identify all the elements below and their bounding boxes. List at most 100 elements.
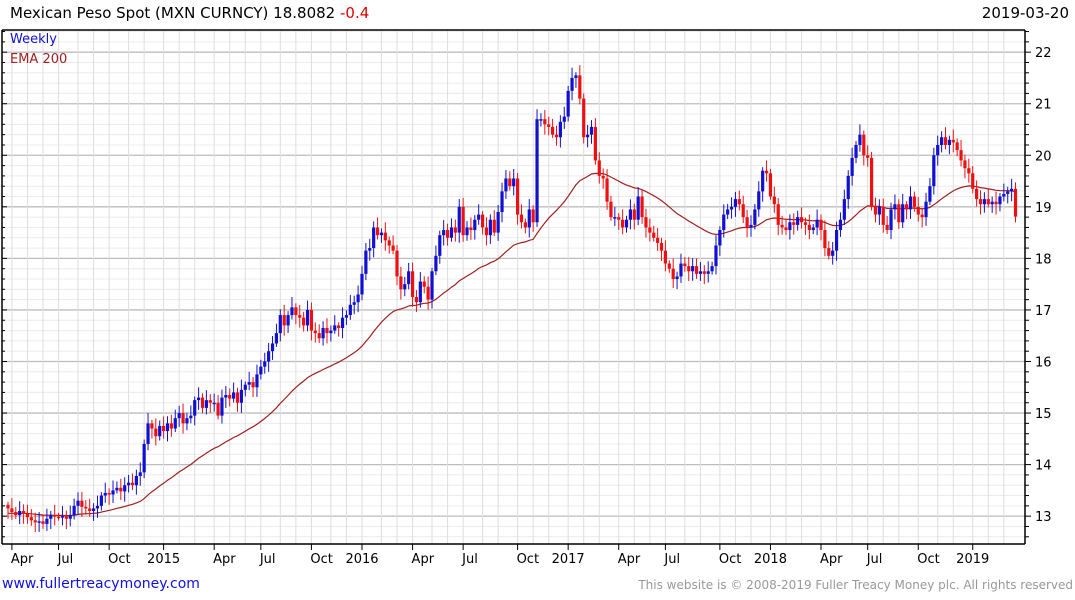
candle-body	[453, 227, 457, 233]
candle-body	[932, 155, 936, 187]
candle	[799, 207, 804, 229]
candle-body	[290, 307, 294, 316]
candle-body	[337, 325, 341, 328]
candle-body	[990, 201, 994, 205]
candle	[309, 302, 314, 341]
candle	[232, 382, 236, 403]
candle-body	[352, 302, 356, 305]
candle-body	[309, 309, 314, 331]
candle	[838, 212, 843, 237]
candle-body	[683, 263, 687, 267]
candle	[628, 199, 632, 230]
candle	[850, 147, 854, 186]
candle-body	[232, 392, 236, 399]
candle	[286, 311, 290, 333]
candle-body	[815, 219, 819, 228]
candle-body	[694, 266, 699, 274]
candle-body	[107, 492, 111, 495]
candle	[344, 310, 349, 325]
candle-body	[640, 196, 644, 218]
candle	[597, 152, 601, 184]
candle-body	[449, 227, 454, 238]
candle-body	[169, 423, 173, 429]
candle	[656, 228, 660, 251]
candle-body	[123, 485, 127, 492]
candle	[496, 204, 500, 241]
candle	[72, 498, 76, 520]
candle-body	[566, 90, 570, 117]
candle	[185, 412, 189, 431]
candle	[881, 198, 885, 233]
candle	[255, 364, 259, 397]
candle	[772, 186, 776, 213]
change-value: -0.4	[340, 4, 370, 22]
candle-body	[484, 227, 489, 236]
candle	[189, 405, 193, 424]
candle-body	[134, 475, 138, 486]
candle	[154, 418, 158, 446]
candle-body	[251, 382, 255, 388]
candle-body	[162, 425, 166, 432]
candle-body	[142, 443, 146, 473]
candle	[683, 257, 687, 272]
candle-body	[302, 317, 306, 326]
candle-body	[963, 160, 967, 169]
candle	[239, 379, 243, 413]
candle-body	[426, 286, 430, 300]
candle	[605, 169, 609, 210]
candle-body	[811, 227, 815, 231]
candle-body	[64, 516, 68, 519]
candle-body	[18, 511, 22, 516]
candle-body	[515, 178, 520, 215]
candle-body	[364, 250, 368, 274]
candle	[636, 187, 640, 226]
candle	[667, 260, 671, 273]
candle-body	[799, 217, 804, 223]
candle	[445, 223, 450, 246]
chart-title: Mexican Peso Spot (MXN CURNCY) 18.8082 -…	[10, 4, 369, 22]
candle-body	[247, 382, 251, 385]
candle	[480, 211, 485, 235]
candle-body	[527, 209, 531, 228]
candle-body	[745, 217, 749, 228]
candle	[566, 85, 570, 122]
y-tick-label: 14	[1035, 459, 1052, 474]
candle-body	[982, 199, 986, 205]
y-tick-label: 22	[1035, 46, 1052, 61]
candle-body	[586, 134, 590, 138]
candle	[671, 258, 675, 289]
candle	[831, 241, 835, 265]
candle-body	[286, 315, 290, 326]
candle	[897, 199, 901, 229]
candle-body	[33, 520, 37, 523]
candle	[776, 198, 780, 236]
candle	[360, 265, 364, 301]
candle	[920, 207, 924, 228]
candle-body	[298, 315, 302, 318]
candle	[803, 217, 808, 235]
candle-body	[469, 227, 473, 231]
candle-body	[722, 214, 726, 231]
candle	[523, 218, 527, 234]
candle-body	[842, 199, 846, 220]
candle	[858, 124, 862, 152]
candle	[103, 482, 107, 503]
candle-body	[784, 227, 788, 231]
candle-body	[263, 361, 267, 367]
candle	[64, 510, 68, 530]
candle-body	[488, 219, 492, 236]
candle	[477, 204, 481, 225]
candle-body	[477, 214, 481, 220]
candle	[14, 507, 18, 520]
candle-body	[356, 294, 360, 303]
candle	[33, 512, 37, 533]
candle	[975, 180, 979, 207]
candle	[648, 218, 652, 242]
x-tick-label: Jul	[259, 552, 276, 567]
candle-body	[737, 199, 741, 205]
candle-body	[617, 217, 621, 220]
candle	[593, 118, 597, 165]
footer-website-link[interactable]: www.fullertreacymoney.com	[2, 576, 200, 592]
candle	[313, 322, 317, 343]
candle-body	[445, 230, 450, 238]
